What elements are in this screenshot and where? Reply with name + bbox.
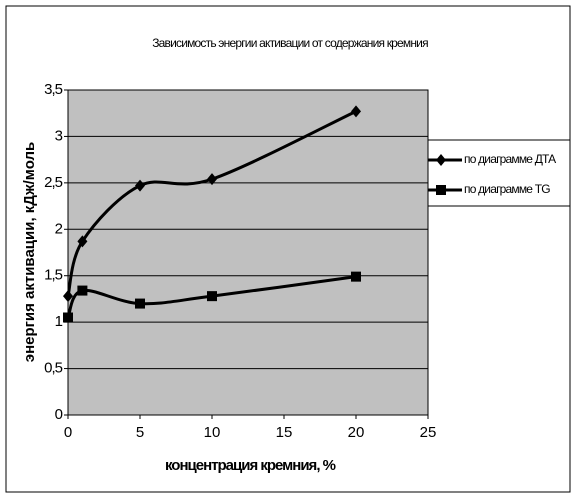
x-tick-label: 20 xyxy=(348,424,365,441)
marker xyxy=(135,179,145,192)
marker xyxy=(135,298,145,309)
y-tick-label: 1,5 xyxy=(44,267,63,284)
x-tick-label: 5 xyxy=(136,424,144,441)
marker xyxy=(351,271,361,282)
x-tick-label: 0 xyxy=(64,424,72,441)
y-tick-label: 0,5 xyxy=(44,360,63,377)
y-tick-label: 2,5 xyxy=(44,174,63,191)
marker xyxy=(351,105,361,118)
legend-label: по диаграмме ДТА xyxy=(464,152,556,166)
marker xyxy=(436,154,446,166)
y-tick-label: 3,5 xyxy=(44,81,63,98)
marker xyxy=(436,185,446,195)
marker xyxy=(63,290,73,303)
x-tick-label: 15 xyxy=(276,424,293,441)
plot-area xyxy=(67,89,429,416)
chart-title: Зависимость энергии активации от содержа… xyxy=(152,36,428,50)
marker xyxy=(77,285,88,296)
series-line xyxy=(66,109,357,297)
legend: по диаграмме ДТА по диаграмме TG xyxy=(415,139,571,207)
marker xyxy=(77,235,88,248)
x-tick-label: 25 xyxy=(420,424,437,441)
y-tick-label: 3 xyxy=(55,127,63,144)
marker xyxy=(207,173,217,186)
x-axis-label: концентрация кремния, % xyxy=(165,457,336,474)
y-tick-label: 0 xyxy=(55,406,63,423)
legend-label: по диаграмме TG xyxy=(464,182,550,196)
marker xyxy=(63,312,73,323)
x-tick-label: 10 xyxy=(204,424,221,441)
y-tick-label: 2 xyxy=(55,220,63,237)
y-axis-label: энергия активации, кДж/моль xyxy=(21,142,38,362)
y-tick-label: 1 xyxy=(55,313,63,330)
marker xyxy=(207,291,217,302)
